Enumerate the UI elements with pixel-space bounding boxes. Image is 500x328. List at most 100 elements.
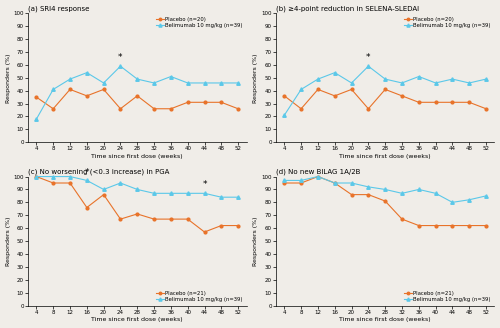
Placebo (n=20) [315, 88, 321, 92]
Belimumab 10 mg/kg (n=39) [382, 77, 388, 81]
Placebo (n=21) [298, 181, 304, 185]
Placebo (n=20) [432, 100, 438, 104]
Legend: Placebo (n=20), Belimumab 10 mg/kg (n=39): Placebo (n=20), Belimumab 10 mg/kg (n=39… [155, 16, 244, 29]
Placebo (n=20) [168, 107, 174, 111]
Belimumab 10 mg/kg (n=39) [315, 77, 321, 81]
Belimumab 10 mg/kg (n=39) [168, 191, 174, 195]
Belimumab 10 mg/kg (n=39) [315, 174, 321, 178]
Placebo (n=20) [483, 107, 489, 111]
Belimumab 10 mg/kg (n=39) [450, 200, 456, 204]
Text: (c) No worsening (<0.3 increase) in PGA: (c) No worsening (<0.3 increase) in PGA [28, 169, 170, 175]
Text: *: * [202, 180, 207, 190]
Placebo (n=20) [366, 107, 372, 111]
Text: (a) SRI4 response: (a) SRI4 response [28, 6, 90, 12]
Placebo (n=21) [184, 217, 190, 221]
Placebo (n=21) [34, 174, 40, 178]
Placebo (n=21) [466, 224, 472, 228]
Belimumab 10 mg/kg (n=39) [235, 81, 241, 85]
Line: Belimumab 10 mg/kg (n=39): Belimumab 10 mg/kg (n=39) [34, 65, 240, 121]
Belimumab 10 mg/kg (n=39) [432, 81, 438, 85]
Belimumab 10 mg/kg (n=39) [134, 77, 140, 81]
Belimumab 10 mg/kg (n=39) [483, 77, 489, 81]
Belimumab 10 mg/kg (n=39) [399, 191, 405, 195]
Placebo (n=21) [348, 193, 354, 196]
Belimumab 10 mg/kg (n=39) [416, 74, 422, 78]
Belimumab 10 mg/kg (n=39) [432, 191, 438, 195]
Belimumab 10 mg/kg (n=39) [218, 81, 224, 85]
Placebo (n=21) [366, 193, 372, 196]
Belimumab 10 mg/kg (n=39) [100, 188, 106, 192]
Belimumab 10 mg/kg (n=39) [50, 174, 56, 178]
Line: Placebo (n=21): Placebo (n=21) [283, 175, 488, 227]
Placebo (n=20) [218, 100, 224, 104]
Belimumab 10 mg/kg (n=39) [100, 81, 106, 85]
Text: *: * [84, 168, 89, 176]
Placebo (n=20) [67, 88, 73, 92]
Line: Placebo (n=21): Placebo (n=21) [35, 175, 240, 234]
Belimumab 10 mg/kg (n=39) [382, 188, 388, 192]
Belimumab 10 mg/kg (n=39) [466, 81, 472, 85]
Placebo (n=21) [399, 217, 405, 221]
Line: Belimumab 10 mg/kg (n=39): Belimumab 10 mg/kg (n=39) [282, 175, 488, 204]
Y-axis label: Responders (%): Responders (%) [254, 53, 258, 103]
Belimumab 10 mg/kg (n=39) [34, 174, 40, 178]
Belimumab 10 mg/kg (n=39) [34, 117, 40, 121]
Belimumab 10 mg/kg (n=39) [168, 74, 174, 78]
Belimumab 10 mg/kg (n=39) [366, 185, 372, 189]
Placebo (n=20) [151, 107, 157, 111]
Belimumab 10 mg/kg (n=39) [151, 81, 157, 85]
Belimumab 10 mg/kg (n=39) [483, 194, 489, 198]
Placebo (n=20) [450, 100, 456, 104]
Placebo (n=21) [67, 181, 73, 185]
Placebo (n=20) [134, 94, 140, 98]
Belimumab 10 mg/kg (n=39) [450, 77, 456, 81]
Belimumab 10 mg/kg (n=39) [298, 88, 304, 92]
Belimumab 10 mg/kg (n=39) [184, 191, 190, 195]
Placebo (n=20) [118, 107, 124, 111]
Line: Placebo (n=20): Placebo (n=20) [283, 88, 488, 110]
Placebo (n=20) [466, 100, 472, 104]
Placebo (n=21) [332, 181, 338, 185]
Legend: Placebo (n=21), Belimumab 10 mg/kg (n=39): Placebo (n=21), Belimumab 10 mg/kg (n=39… [155, 290, 244, 303]
Placebo (n=20) [282, 94, 288, 98]
X-axis label: Time since first dose (weeks): Time since first dose (weeks) [92, 154, 183, 159]
Belimumab 10 mg/kg (n=39) [348, 181, 354, 185]
Placebo (n=20) [332, 94, 338, 98]
Placebo (n=21) [235, 224, 241, 228]
Placebo (n=20) [298, 107, 304, 111]
Belimumab 10 mg/kg (n=39) [282, 113, 288, 117]
Placebo (n=20) [399, 94, 405, 98]
Placebo (n=21) [483, 224, 489, 228]
Placebo (n=20) [50, 107, 56, 111]
Placebo (n=21) [450, 224, 456, 228]
Placebo (n=21) [50, 181, 56, 185]
Belimumab 10 mg/kg (n=39) [84, 71, 90, 74]
Placebo (n=21) [315, 174, 321, 178]
Placebo (n=20) [202, 100, 207, 104]
Belimumab 10 mg/kg (n=39) [416, 188, 422, 192]
Belimumab 10 mg/kg (n=39) [202, 191, 207, 195]
Belimumab 10 mg/kg (n=39) [348, 81, 354, 85]
Placebo (n=21) [416, 224, 422, 228]
Placebo (n=20) [84, 94, 90, 98]
Text: (d) No new BILAG 1A/2B: (d) No new BILAG 1A/2B [276, 169, 360, 175]
X-axis label: Time since first dose (weeks): Time since first dose (weeks) [340, 318, 431, 322]
Text: (b) ≥4-point reduction in SELENA-SLEDAI: (b) ≥4-point reduction in SELENA-SLEDAI [276, 6, 419, 12]
Placebo (n=20) [100, 88, 106, 92]
Belimumab 10 mg/kg (n=39) [118, 64, 124, 68]
Belimumab 10 mg/kg (n=39) [218, 195, 224, 199]
Belimumab 10 mg/kg (n=39) [151, 191, 157, 195]
Placebo (n=21) [218, 224, 224, 228]
Belimumab 10 mg/kg (n=39) [366, 64, 372, 68]
Placebo (n=21) [382, 199, 388, 203]
Placebo (n=21) [100, 193, 106, 196]
X-axis label: Time since first dose (weeks): Time since first dose (weeks) [340, 154, 431, 159]
Placebo (n=21) [118, 217, 124, 221]
X-axis label: Time since first dose (weeks): Time since first dose (weeks) [92, 318, 183, 322]
Placebo (n=21) [202, 230, 207, 234]
Belimumab 10 mg/kg (n=39) [332, 181, 338, 185]
Belimumab 10 mg/kg (n=39) [184, 81, 190, 85]
Line: Belimumab 10 mg/kg (n=39): Belimumab 10 mg/kg (n=39) [282, 65, 488, 117]
Legend: Placebo (n=21), Belimumab 10 mg/kg (n=39): Placebo (n=21), Belimumab 10 mg/kg (n=39… [402, 290, 492, 303]
Belimumab 10 mg/kg (n=39) [399, 81, 405, 85]
